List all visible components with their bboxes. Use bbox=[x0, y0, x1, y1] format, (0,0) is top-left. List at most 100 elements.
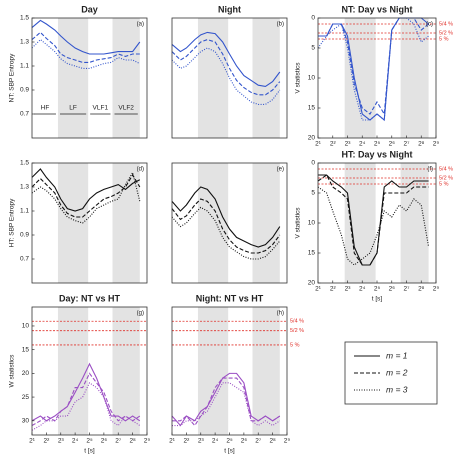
panel-title: Day bbox=[81, 4, 98, 14]
series-line bbox=[171, 372, 281, 427]
x-tick-label: 2¹ bbox=[169, 438, 176, 445]
band-label: LF bbox=[69, 105, 77, 112]
y-axis-label: NT: SBP Entropy bbox=[9, 53, 16, 102]
y-tick-label: 0.9 bbox=[20, 232, 29, 239]
x-tick-label: 2⁴ bbox=[359, 286, 366, 293]
y-tick-label: 1.5 bbox=[20, 15, 29, 22]
x-tick-label: 2⁸ bbox=[418, 286, 425, 293]
y-tick-label: 20 bbox=[22, 370, 30, 377]
y-tick-label: 5 bbox=[311, 45, 315, 52]
x-tick-label: 2³ bbox=[58, 438, 65, 445]
series-line bbox=[31, 171, 141, 224]
x-tick-label: 2⁵ bbox=[374, 286, 381, 293]
y-axis-label: HT: SBP Entropy bbox=[9, 198, 16, 247]
series-line bbox=[31, 173, 141, 218]
y-tick-label: 20 bbox=[308, 135, 316, 142]
band-shade bbox=[400, 18, 429, 138]
panel-frame bbox=[171, 17, 288, 139]
y-tick-label: 1.3 bbox=[20, 39, 29, 46]
series-line bbox=[172, 377, 281, 427]
band-shade bbox=[112, 307, 140, 435]
y-tick-label: 10 bbox=[22, 323, 30, 330]
band-shade bbox=[57, 307, 89, 435]
ref-label: 5 % bbox=[290, 342, 300, 348]
band-shade bbox=[57, 18, 89, 138]
x-tick-label: 2⁴ bbox=[72, 438, 79, 445]
y-tick-label: 0 bbox=[311, 15, 315, 22]
y-axis-label: W statistics bbox=[9, 354, 16, 388]
series-line bbox=[172, 382, 281, 427]
y-tick-label: 1.3 bbox=[20, 184, 29, 191]
series-line bbox=[31, 382, 141, 431]
x-tick-label: 2² bbox=[43, 438, 50, 445]
band-shade bbox=[112, 163, 140, 283]
band-shade bbox=[112, 18, 140, 138]
series-line bbox=[171, 198, 281, 254]
x-tick-label: 2³ bbox=[345, 286, 352, 293]
x-tick-label: 2² bbox=[183, 438, 190, 445]
band-shade bbox=[344, 163, 376, 283]
panel-label: (e) bbox=[277, 167, 284, 173]
y-axis-label: V statistics bbox=[295, 207, 302, 239]
x-tick-label: 2⁵ bbox=[374, 141, 381, 148]
panel-title: Night bbox=[218, 4, 241, 14]
legend-label: m = 2 bbox=[386, 367, 408, 377]
panel-title: NT: Day vs Night bbox=[341, 4, 412, 14]
band-shade bbox=[197, 18, 229, 138]
x-tick-label: 2⁶ bbox=[389, 286, 396, 293]
x-tick-label: 2¹ bbox=[315, 141, 322, 148]
legend-label: m = 1 bbox=[386, 350, 408, 360]
band-label: VLF2 bbox=[118, 105, 134, 112]
x-tick-label: 2³ bbox=[198, 438, 205, 445]
ref-label: 5/4 % bbox=[439, 21, 453, 27]
band-label: HF bbox=[41, 105, 50, 112]
x-axis-label: t [s] bbox=[372, 296, 383, 303]
panel-label: (h) bbox=[277, 311, 284, 317]
series-line bbox=[31, 38, 141, 69]
panel-label: (g) bbox=[137, 311, 144, 317]
band-label: VLF1 bbox=[93, 105, 109, 112]
y-tick-label: 15 bbox=[308, 250, 316, 257]
x-axis-label: t [s] bbox=[84, 448, 95, 455]
y-tick-label: 0.7 bbox=[20, 256, 29, 263]
series-line bbox=[317, 186, 430, 266]
y-tick-label: 0 bbox=[311, 160, 315, 167]
y-tick-label: 20 bbox=[308, 280, 316, 287]
y-tick-label: 0.7 bbox=[20, 111, 29, 118]
x-tick-label: 2⁹ bbox=[433, 286, 440, 293]
ref-label: 5/2 % bbox=[439, 175, 453, 181]
panel-label: (b) bbox=[277, 22, 284, 28]
panel-title: HT: Day vs Night bbox=[341, 149, 412, 159]
y-tick-label: 10 bbox=[308, 220, 316, 227]
y-tick-label: 25 bbox=[22, 394, 30, 401]
x-tick-label: 2⁹ bbox=[433, 141, 440, 148]
y-tick-label: 15 bbox=[308, 105, 316, 112]
ref-label: 5/2 % bbox=[290, 328, 304, 334]
x-tick-label: 2⁷ bbox=[115, 438, 122, 445]
x-tick-label: 2⁸ bbox=[418, 141, 425, 148]
series-line bbox=[31, 168, 141, 212]
x-tick-label: 2⁷ bbox=[404, 141, 411, 148]
x-tick-label: 2⁹ bbox=[144, 438, 151, 445]
x-tick-label: 2² bbox=[330, 286, 337, 293]
series-line bbox=[171, 31, 281, 87]
x-tick-label: 2⁹ bbox=[284, 438, 291, 445]
x-tick-label: 2⁵ bbox=[226, 438, 233, 445]
series-line bbox=[31, 19, 141, 55]
ref-label: 5 % bbox=[439, 36, 449, 42]
x-tick-label: 2⁸ bbox=[129, 438, 136, 445]
band-shade bbox=[197, 307, 229, 435]
x-tick-label: 2¹ bbox=[315, 286, 322, 293]
band-shade bbox=[57, 163, 89, 283]
ref-label: 5 % bbox=[439, 181, 449, 187]
panel-label: (f) bbox=[427, 167, 433, 173]
y-tick-label: 1.1 bbox=[20, 208, 29, 215]
series-line bbox=[317, 174, 429, 266]
panel-title: Night: NT vs HT bbox=[196, 293, 264, 303]
y-tick-label: 0.9 bbox=[20, 87, 29, 94]
ref-label: 5/4 % bbox=[439, 166, 453, 172]
panel-frame bbox=[31, 162, 148, 284]
y-tick-label: 10 bbox=[308, 75, 316, 82]
x-tick-label: 2⁴ bbox=[212, 438, 219, 445]
